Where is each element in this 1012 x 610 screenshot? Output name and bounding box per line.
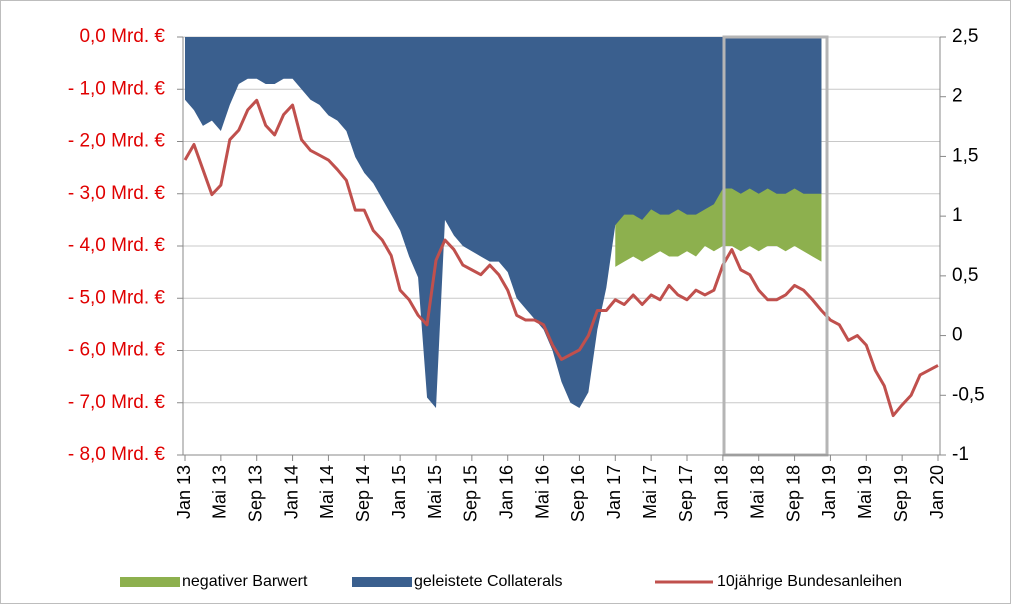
x-tick-label: Jan 14	[281, 465, 301, 519]
x-tick-label: Jan 19	[819, 465, 839, 519]
x-tick-label: Mai 17	[640, 465, 660, 519]
y2-tick-label: 1	[952, 205, 963, 226]
x-tick-label: Mai 18	[747, 465, 767, 519]
area	[185, 37, 822, 408]
legend: negativer Barwert geleistete Collaterals 1…	[120, 573, 902, 590]
y2-tick-label: 2	[952, 86, 963, 107]
y-tick-label: - 7,0 Mrd. €	[68, 392, 166, 413]
x-tick-label: Sep 14	[353, 465, 373, 522]
x-tick-label: Sep 18	[783, 465, 803, 522]
y2-tick-label: -1	[952, 444, 969, 465]
y2-tick-label: 1,5	[952, 145, 978, 166]
y-tick-label: - 2,0 Mrd. €	[68, 131, 166, 152]
y-tick-label: 0,0 Mrd. €	[79, 26, 165, 47]
legend-label: geleistete Collaterals	[414, 573, 563, 590]
y-tick-label: - 5,0 Mrd. €	[68, 287, 166, 308]
plot-area	[183, 37, 939, 418]
x-tick-label: Jan 13	[174, 465, 194, 519]
y-tick-label: - 4,0 Mrd. €	[68, 235, 166, 256]
y-tick-label: - 3,0 Mrd. €	[68, 183, 166, 204]
legend-label: 10jährige Bundesanleihen	[717, 573, 902, 590]
x-tick-label: Jan 20	[927, 465, 947, 519]
x-tick-label: Sep 16	[568, 465, 588, 522]
y2-tick-label: -0,5	[952, 384, 985, 405]
x-tick-label: Mai 14	[317, 465, 337, 519]
x-tick-label: Sep 13	[245, 465, 265, 522]
y2-tick-label: 0,5	[952, 265, 978, 286]
x-tick-label: Sep 15	[461, 465, 481, 522]
y-tick-label: - 1,0 Mrd. €	[68, 78, 166, 99]
line	[183, 98, 939, 418]
x-tick-label: Sep 17	[676, 465, 696, 522]
x-tick-label: Mai 16	[532, 465, 552, 519]
x-tick-label: Mai 19	[855, 465, 875, 519]
x-tick-label: Mai 15	[425, 465, 445, 519]
y-tick-label: - 8,0 Mrd. €	[68, 444, 166, 465]
x-tick-label: Jan 17	[604, 465, 624, 519]
legend-swatch	[120, 577, 180, 587]
legend-label: negativer Barwert	[182, 573, 308, 590]
axes: 0,0 Mrd. € - 1,0 Mrd. € - 2,0 Mrd. € - 3,0 …	[68, 26, 985, 522]
y2-tick-label: 2,5	[952, 26, 978, 47]
x-tick-label: Sep 19	[891, 465, 911, 522]
y2-tick-label: 0	[952, 325, 963, 346]
legend-swatch	[352, 577, 412, 587]
x-tick-label: Mai 13	[210, 465, 230, 519]
x-tick-label: Jan 16	[496, 465, 516, 519]
x-tick-label: Jan 15	[389, 465, 409, 519]
y-tick-label: - 6,0 Mrd. €	[68, 340, 166, 361]
x-tick-label: Jan 18	[712, 465, 732, 519]
